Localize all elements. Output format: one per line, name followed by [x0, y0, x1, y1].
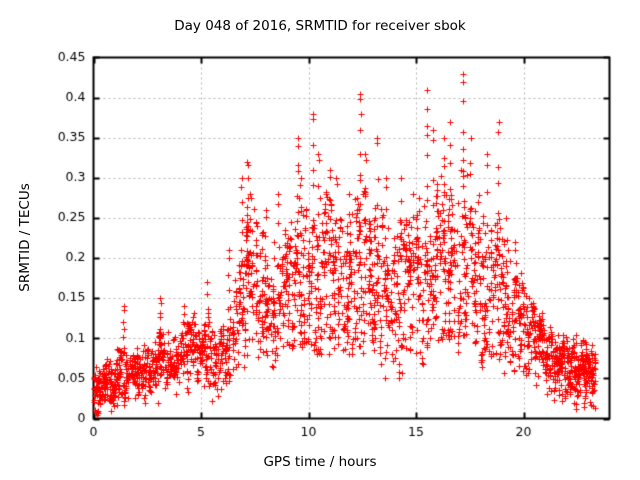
- chart-title: Day 048 of 2016, SRMTID for receiver sbo…: [174, 18, 466, 34]
- y-axis-label: SRMTID / TECUs: [17, 183, 33, 292]
- x-axis-label: GPS time / hours: [263, 454, 377, 470]
